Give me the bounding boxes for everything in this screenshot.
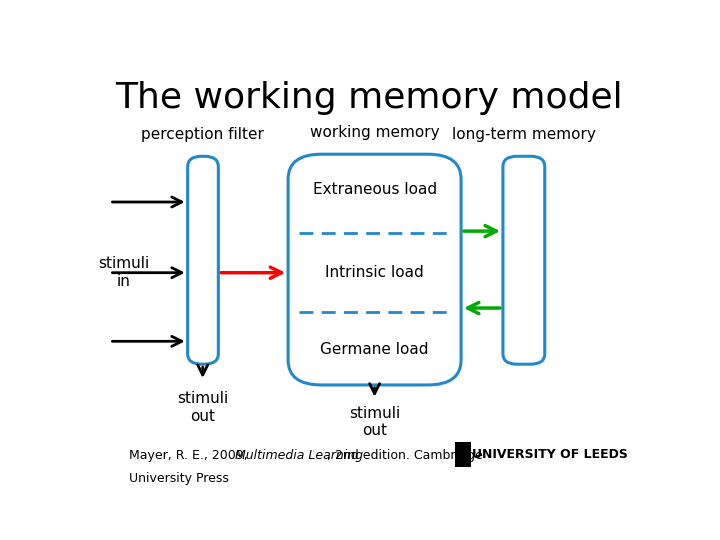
Text: Multimedia Learning: Multimedia Learning [235, 449, 363, 462]
FancyBboxPatch shape [288, 154, 461, 385]
Text: Intrinsic load: Intrinsic load [325, 265, 424, 280]
Text: stimuli
out: stimuli out [349, 406, 400, 438]
FancyBboxPatch shape [188, 156, 218, 364]
Text: University Press: University Press [129, 472, 229, 485]
Text: perception filter: perception filter [141, 127, 264, 141]
Text: long-term memory: long-term memory [452, 127, 596, 141]
Text: Mayer, R. E., 2009,: Mayer, R. E., 2009, [129, 449, 252, 462]
Text: Germane load: Germane load [320, 342, 429, 357]
Text: working memory: working memory [310, 125, 439, 140]
Text: , 2nd edition. Cambridge: , 2nd edition. Cambridge [327, 449, 483, 462]
FancyBboxPatch shape [503, 156, 545, 364]
FancyBboxPatch shape [456, 442, 471, 467]
Text: stimuli
out: stimuli out [177, 391, 228, 423]
Text: The working memory model: The working memory model [115, 82, 623, 116]
Text: UNIVERSITY OF LEEDS: UNIVERSITY OF LEEDS [472, 448, 628, 461]
Text: Extraneous load: Extraneous load [312, 182, 436, 197]
Text: stimuli
in: stimuli in [98, 256, 149, 289]
